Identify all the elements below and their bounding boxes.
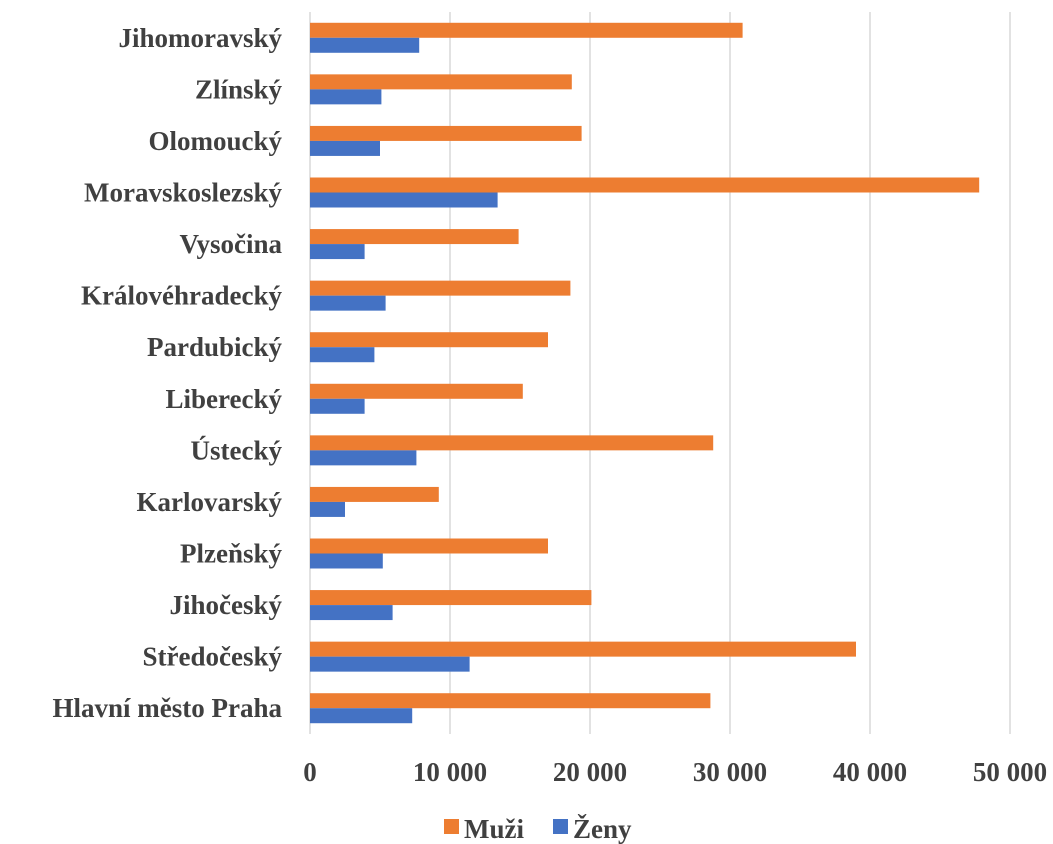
x-tick-label: 50 000 bbox=[973, 757, 1047, 787]
category-label: Ústecký bbox=[191, 435, 283, 465]
bar-muzi bbox=[310, 74, 572, 90]
bar-zeny bbox=[310, 295, 386, 311]
x-tick-labels: 0 10 000 20 000 30 000 40 000 50 000 bbox=[303, 757, 1047, 787]
bar-muzi bbox=[310, 486, 439, 502]
legend-label-zeny: Ženy bbox=[573, 814, 632, 844]
bar-muzi bbox=[310, 229, 519, 245]
legend-label-muzi: Muži bbox=[464, 814, 524, 844]
category-label: Jihomoravský bbox=[118, 23, 282, 53]
category-label: Královéhradecký bbox=[81, 281, 282, 311]
bar-muzi bbox=[310, 641, 856, 657]
category-labels: Hlavní město Praha Středočeský Jihočeský Pl… bbox=[53, 23, 283, 723]
x-tick-label: 10 000 bbox=[413, 757, 487, 787]
category-label: Liberecký bbox=[166, 384, 283, 414]
bar-muzi bbox=[310, 538, 548, 554]
bar-zeny bbox=[310, 192, 498, 208]
bar-muzi bbox=[310, 332, 548, 348]
category-label: Plzeňský bbox=[180, 539, 283, 569]
bar-zeny bbox=[310, 398, 365, 414]
bar-muzi bbox=[310, 177, 980, 193]
bar-zeny bbox=[310, 708, 413, 724]
bar-muzi bbox=[310, 383, 523, 399]
bar-zeny bbox=[310, 244, 365, 260]
bars bbox=[310, 22, 980, 724]
bar-zeny bbox=[310, 89, 382, 105]
bar-muzi bbox=[310, 435, 714, 451]
x-tick-label: 30 000 bbox=[693, 757, 767, 787]
legend-swatch-muzi bbox=[444, 819, 459, 834]
bar-zeny bbox=[310, 605, 393, 621]
category-label: Hlavní město Praha bbox=[53, 693, 283, 723]
bar-zeny bbox=[310, 37, 420, 53]
category-label: Pardubický bbox=[147, 332, 283, 362]
legend: Muži Ženy bbox=[444, 814, 632, 844]
category-label: Olomoucký bbox=[148, 126, 282, 156]
x-tick-label: 20 000 bbox=[553, 757, 627, 787]
gridlines bbox=[309, 12, 1011, 734]
category-label: Vysočina bbox=[179, 229, 282, 259]
category-label: Jihočeský bbox=[169, 590, 282, 620]
category-label: Zlínský bbox=[195, 74, 283, 104]
bar-muzi bbox=[310, 22, 743, 38]
bar-muzi bbox=[310, 590, 592, 606]
bar-zeny bbox=[310, 347, 375, 363]
legend-swatch-zeny bbox=[553, 819, 568, 834]
x-tick-label: 0 bbox=[303, 757, 317, 787]
bar-zeny bbox=[310, 501, 345, 517]
bar-muzi bbox=[310, 693, 711, 709]
bar-zeny bbox=[310, 553, 383, 569]
category-label: Středočeský bbox=[143, 642, 283, 672]
x-tick-label: 40 000 bbox=[833, 757, 907, 787]
bar-zeny bbox=[310, 656, 470, 672]
bar-muzi bbox=[310, 125, 582, 141]
bar-zeny bbox=[310, 140, 380, 156]
bar-zeny bbox=[310, 450, 417, 466]
category-label: Moravskoslezský bbox=[84, 178, 282, 208]
bar-muzi bbox=[310, 280, 571, 296]
category-label: Karlovarský bbox=[137, 487, 283, 517]
